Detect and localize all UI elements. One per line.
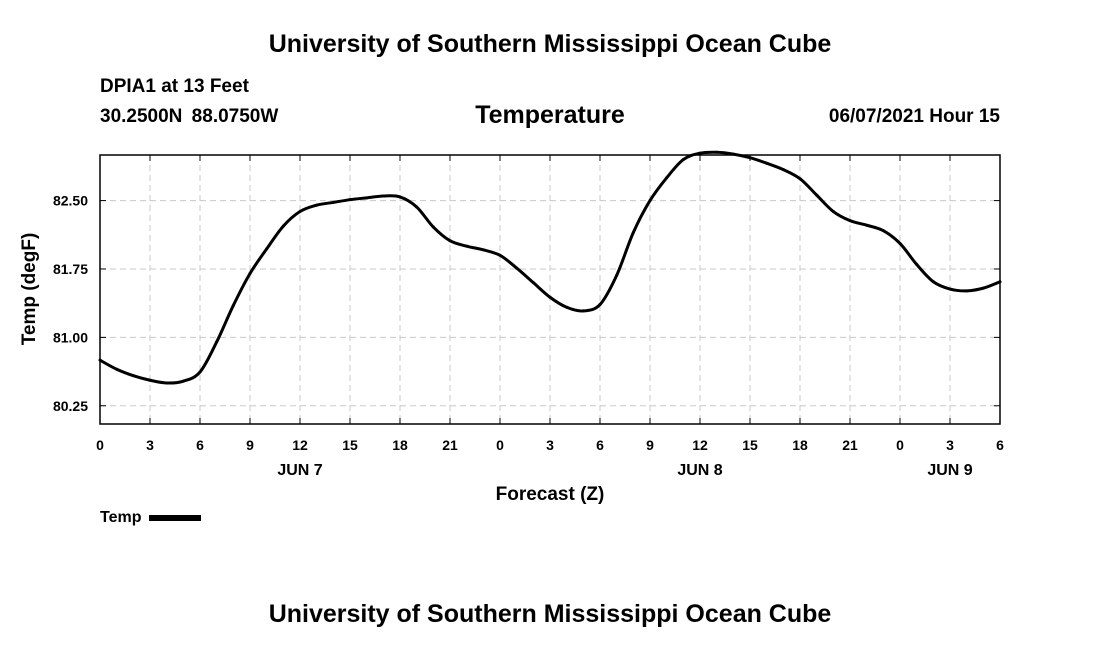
station-label: DPIA1 at 13 Feet: [100, 76, 249, 97]
x-tick-label: 12: [292, 437, 308, 453]
date-label: JUN 8: [677, 462, 722, 479]
x-tick-label: 6: [996, 437, 1004, 453]
temp-data-point: [148, 378, 152, 382]
temp-data-point: [781, 168, 785, 172]
x-tick-label: 0: [96, 437, 104, 453]
temp-data-point: [298, 210, 302, 214]
x-tick-label: 3: [946, 437, 954, 453]
temp-data-point: [415, 205, 419, 209]
temp-data-point: [98, 358, 102, 362]
temp-data-point: [965, 289, 969, 293]
temp-data-point: [215, 340, 219, 344]
temp-data-point: [348, 198, 352, 202]
temp-data-point: [831, 210, 835, 214]
legend-line-swatch: [149, 515, 202, 521]
y-tick-label: 81.00: [53, 329, 88, 345]
date-label: JUN 9: [927, 462, 972, 479]
temp-data-point: [548, 295, 552, 299]
variable-title: Temperature: [475, 101, 625, 129]
temp-data-point: [315, 203, 319, 207]
y-axis-title: Temp (degF): [19, 233, 40, 346]
temp-data-point: [615, 273, 619, 277]
x-tick-label: 3: [546, 437, 554, 453]
temp-data-point: [165, 381, 169, 385]
temp-data-point: [915, 262, 919, 266]
temp-data-point: [998, 280, 1002, 284]
temp-data-point: [331, 200, 335, 204]
x-tick-label: 0: [496, 437, 504, 453]
temp-data-point: [465, 244, 469, 248]
coordinates-label: 30.2500N 88.0750W: [100, 106, 279, 127]
legend: Temp: [100, 509, 202, 527]
temp-data-point: [765, 161, 769, 165]
temp-data-point: [881, 229, 885, 233]
temp-data-point: [431, 225, 435, 229]
x-tick-label: 18: [392, 437, 408, 453]
temp-data-point: [731, 152, 735, 156]
x-tick-label: 21: [442, 437, 458, 453]
x-tick-label: 0: [896, 437, 904, 453]
temp-data-point: [631, 231, 635, 235]
x-tick-label: 12: [692, 437, 708, 453]
legend-label: Temp: [100, 509, 142, 526]
x-tick-label: 18: [792, 437, 808, 453]
temp-data-point: [681, 158, 685, 162]
temp-data-point: [131, 374, 135, 378]
y-tick-label: 82.50: [53, 193, 88, 209]
temp-data-point: [598, 303, 602, 307]
temp-data-point: [931, 280, 935, 284]
temp-data-point: [181, 379, 185, 383]
x-tick-label: 9: [246, 437, 254, 453]
temp-data-point: [698, 151, 702, 155]
temp-data-point: [948, 287, 952, 291]
temp-data-point: [231, 303, 235, 307]
temp-data-point: [498, 253, 502, 257]
series-layer: [98, 150, 1002, 385]
x-tick-label: 21: [842, 437, 858, 453]
temp-data-point: [531, 281, 535, 285]
x-tick-label: 6: [596, 437, 604, 453]
temp-data-point: [115, 367, 119, 371]
temp-data-point: [848, 219, 852, 223]
footer-title: University of Southern Mississippi Ocean…: [268, 600, 832, 628]
run-time-label: 06/07/2021 Hour 15: [828, 106, 1000, 127]
temp-data-point: [981, 286, 985, 290]
x-tick-label: 3: [146, 437, 154, 453]
x-tick-label: 15: [742, 437, 758, 453]
temp-data-point: [665, 176, 669, 180]
x-axis-title: Forecast (Z): [496, 484, 605, 505]
temp-data-point: [381, 194, 385, 198]
temp-data-point: [565, 305, 569, 309]
x-tick-label: 6: [196, 437, 204, 453]
y-tick-label: 80.25: [53, 398, 88, 414]
temp-data-point: [581, 309, 585, 313]
temp-data-point: [815, 193, 819, 197]
grid-layer: [100, 155, 1000, 424]
tick-layer: 0 3 6 9 12 15 18 21 0 3 6 9 12 15 18 21 0 3 6 80.25 81.00 81.…: [53, 155, 1004, 479]
temp-data-point: [898, 241, 902, 245]
chart-main-title: University of Southern Mississippi Ocean…: [268, 30, 832, 58]
temp-data-point: [398, 195, 402, 199]
temp-data-point: [865, 223, 869, 227]
x-tick-label: 15: [342, 437, 358, 453]
temp-data-point: [798, 177, 802, 181]
temp-data-point: [481, 248, 485, 252]
temp-data-point: [365, 196, 369, 200]
date-label: JUN 7: [277, 462, 322, 479]
temp-data-point: [715, 150, 719, 154]
temp-data-point: [198, 370, 202, 374]
y-tick-label: 81.75: [53, 261, 88, 277]
temp-data-point: [515, 266, 519, 270]
temp-data-point: [265, 247, 269, 251]
temp-data-point: [648, 199, 652, 203]
temp-data-point: [448, 239, 452, 243]
temp-data-point: [248, 272, 252, 276]
temp-data-point: [281, 224, 285, 228]
x-tick-label: 9: [646, 437, 654, 453]
